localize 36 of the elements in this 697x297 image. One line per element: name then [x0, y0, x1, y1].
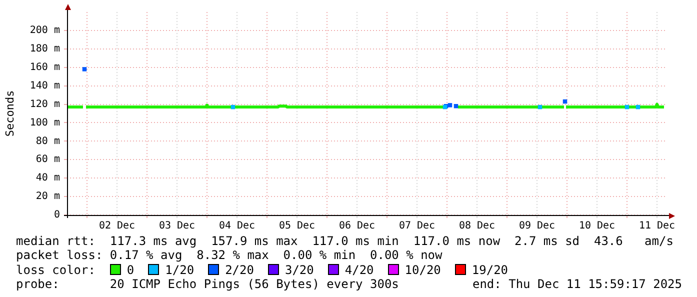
- y-tick-label: 200 m: [30, 25, 60, 36]
- y-tick-label: 140 m: [30, 80, 60, 92]
- legend-label: 0: [126, 262, 134, 277]
- text: packet loss: 0.17 % avg 8.32 % max 0.00 % min 0.00 % now: [16, 248, 444, 263]
- x-tick-label: 06 Dec: [338, 220, 376, 232]
- y-tick-label: 0: [54, 210, 60, 221]
- text: median rtt: 117.3 ms avg 157.9 ms max 117.0 ms min 117.0 ms now 2.7 ms sd 43.6 am/s: [16, 234, 674, 248]
- x-tick-label: 08 Dec: [458, 220, 496, 232]
- x-tick-label: 05 Dec: [278, 220, 316, 232]
- y-tick-label: 160 m: [30, 62, 60, 73]
- legend-title: loss color:: [16, 262, 96, 277]
- text: end: Thu Dec 11 15:59:17 2025: [472, 276, 682, 292]
- x-tick-label: 10 Dec: [578, 220, 616, 232]
- y-tick-label: 80 m: [36, 136, 60, 147]
- point: [82, 67, 87, 72]
- legend-label: 1/20: [165, 262, 194, 277]
- y-tick-label: 60 m: [36, 154, 60, 166]
- x-tick-label: 02 Dec: [98, 220, 136, 232]
- legend-label: 10/20: [404, 262, 441, 277]
- y-tick-label: 100 m: [30, 117, 60, 128]
- legend-label: 2/20: [225, 262, 254, 277]
- x-tick-label: 04 Dec: [218, 220, 256, 232]
- y-tick-label: 20 m: [36, 191, 60, 202]
- point: [448, 103, 452, 108]
- x-tick-label: 07 Dec: [398, 220, 436, 232]
- y-axis-title: Seconds: [3, 90, 16, 137]
- legend-label: 4/20: [344, 262, 374, 277]
- x-tick-label: 11 Dec: [638, 220, 676, 232]
- y-tick-label: 180 m: [30, 44, 60, 55]
- text: probe: 20 ICMP Echo Pings (56 Bytes) every 300s: [16, 276, 399, 292]
- y-tick-label: 40 m: [36, 172, 60, 184]
- x-tick-label: 09 Dec: [518, 220, 556, 232]
- x-tick-label: 03 Dec: [158, 220, 196, 232]
- legend-label: 3/20: [284, 262, 314, 277]
- y-tick-label: 120 m: [30, 98, 60, 110]
- legend-label: 19/20: [472, 262, 508, 277]
